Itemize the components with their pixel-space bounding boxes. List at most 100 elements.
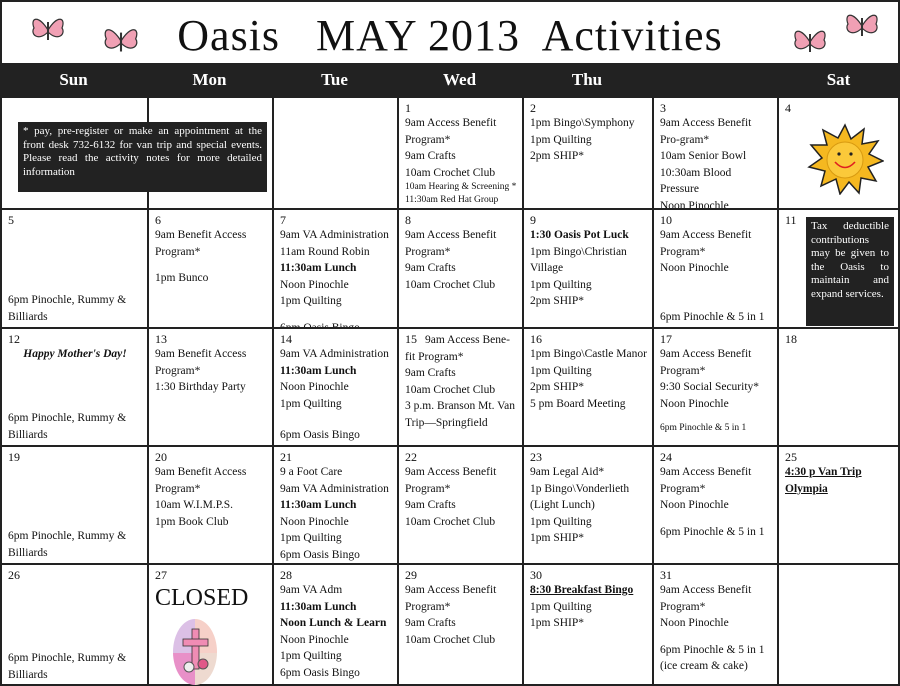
day-cell-wed: 22 9am Access Benefit Program* 9am Crafts 1… xyxy=(399,447,524,565)
day-cell-fri: 24 9am Access Benefit Program* Noon Pinoch… xyxy=(654,447,779,565)
weekday-mon: Mon xyxy=(192,70,227,89)
activity-item: 9am Access Benefit Program* xyxy=(405,466,497,495)
day-number: 22 xyxy=(405,450,417,464)
activity-item: 1pm Quilting xyxy=(280,532,342,544)
day-number: 3 xyxy=(660,101,666,115)
activity-item: 9am Access Benefit Program* xyxy=(660,229,752,258)
activity-item: 9am Crafts xyxy=(405,150,456,162)
activity-item: 3 p.m. Branson Mt. Van Trip—Springfield xyxy=(405,400,515,429)
day-cell-thu: 2 1pm Bingo\Symphony 1pm Quilting 2pm SHIP* xyxy=(524,98,654,210)
activity-item: 10am W.I.M.P.S. xyxy=(155,499,233,511)
activity-item: 1pm SHIP* xyxy=(530,532,584,544)
day-cell-sat xyxy=(779,565,900,685)
activity-item: 9am Access Benefit Program* xyxy=(660,348,752,377)
day-cell-sat: 25 4:30 p Van Trip Olympia xyxy=(779,447,900,565)
activity-item: 1pm Quilting xyxy=(530,133,592,146)
day-number: 2 xyxy=(530,101,536,115)
activity-item: 9am Benefit Access Program* xyxy=(155,348,247,377)
activity-item: 6pm Oasis Bingo xyxy=(280,666,360,679)
day-cell-wed: 8 9am Access Benefit Program* 9am Crafts 10… xyxy=(399,210,524,329)
day-cell-tue: 28 9am VA Adm 11:30am Lunch Noon Lunch & Le… xyxy=(274,565,399,685)
activity-item: 9am Access Benefit Program* xyxy=(405,229,497,258)
activity-item: Noon Lunch & Learn xyxy=(280,617,387,629)
butterfly-icon xyxy=(104,29,138,52)
activity-item: 9am Access Benefit Program* xyxy=(660,584,752,613)
day-number: 14 xyxy=(280,332,292,346)
activity-item: Noon Pinochle xyxy=(280,633,349,646)
activity-item: 5 pm Board Meeting xyxy=(530,397,626,410)
day-number: 25 xyxy=(785,450,797,464)
activity-item: 10am Crochet Club xyxy=(405,278,496,291)
butterfly-icon xyxy=(846,14,878,36)
day-cell-mon xyxy=(149,98,274,210)
activity-item: 11:30am Red Hat Group xyxy=(405,195,499,205)
day-cell-fri: 10 9am Access Benefit Program* Noon Pinoch… xyxy=(654,210,779,329)
day-number: 23 xyxy=(530,450,542,464)
activity-item: 9am VA Administration xyxy=(280,482,389,495)
activity-item: 11:30am Lunch xyxy=(280,364,357,377)
butterfly-icon xyxy=(794,30,826,52)
activity-item: 1pm Quilting xyxy=(280,295,342,307)
activity-item: 9am VA Administration xyxy=(280,229,389,241)
activity-item: 1pm SHIP* xyxy=(530,617,584,629)
weekday-fri xyxy=(652,63,777,96)
activity-item: 6pm Pinochle, Rummy & Billiards xyxy=(8,412,127,441)
page-title: Oasis MAY 2013 Activities xyxy=(177,11,723,60)
cross-flowers-icon xyxy=(173,619,217,685)
day-cell-thu: 30 8:30 Breakfast Bingo 1pm Quilting 1pm SH… xyxy=(524,565,654,685)
day-number: 9 xyxy=(530,213,536,227)
activity-item: 6pm Pinochle & 5 in 1 xyxy=(660,525,765,538)
activity-item: 9am Crafts xyxy=(405,262,456,274)
day-cell-fri: 31 9am Access Benefit Program* Noon Pinoch… xyxy=(654,565,779,685)
activity-item: 6pm Oasis Bingo xyxy=(280,428,360,441)
activity-item: 1pm Bingo\Castle Manor xyxy=(530,348,647,360)
registration-note: * pay, pre-register or make an appointme… xyxy=(18,122,267,192)
day-number: 4 xyxy=(785,101,791,115)
butterfly-icon xyxy=(32,18,64,40)
activity-item: 1pm Quilting xyxy=(530,600,592,613)
activity-item: 2pm SHIP* xyxy=(530,150,584,162)
day-cell-sun: 5 6pm Pinochle, Rummy & Billiards xyxy=(2,210,149,329)
day-number: 8 xyxy=(405,213,411,227)
activity-item: 1pm Bunco xyxy=(155,272,209,284)
day-number: 24 xyxy=(660,450,672,464)
activity-item: Noon Pinochle xyxy=(660,397,729,410)
day-cell-tue: 21 9 a Foot Care 9am VA Administration 11:3… xyxy=(274,447,399,565)
activity-item: Noon Pinochle xyxy=(280,381,349,393)
activity-item: Noon Pinochle xyxy=(280,278,349,291)
activity-item: 6pm Pinochle & 5 in 1 xyxy=(660,423,747,433)
day-cell-mon: 27 CLOSED xyxy=(149,565,274,685)
day-cell-tue: 14 9am VA Administration 11:30am Lunch Noon… xyxy=(274,329,399,447)
activity-item: 6pm Pinochle & 5 in 1 xyxy=(660,310,765,323)
activity-item: 9am Crafts xyxy=(405,617,456,629)
activity-item: Happy Mother's Day! xyxy=(23,348,127,360)
activity-item: 1pm Quilting xyxy=(530,278,592,291)
day-number: 12 xyxy=(8,332,20,346)
day-cell-sun: 19 6pm Pinochle, Rummy & Billiards xyxy=(2,447,149,565)
day-cell-sat: 18 xyxy=(779,329,900,447)
activity-item: 11:30am Lunch xyxy=(280,600,357,613)
activity-item: 9am Benefit Access Program* xyxy=(155,466,247,495)
activity-item: 1pm Book Club xyxy=(155,515,229,528)
activity-item: 9am Crafts xyxy=(405,499,456,511)
activity-item: 1pm Bingo\Symphony xyxy=(530,117,635,129)
activity-item: 10am Senior Bowl xyxy=(660,150,747,162)
activity-item: 9am Access Benefit Program* xyxy=(660,466,752,495)
activity-item: 9am Access Benefit Program* xyxy=(405,584,497,613)
activity-item: 1:30 Birthday Party xyxy=(155,381,246,393)
activity-item: 6pm Pinochle, Rummy & Billiards xyxy=(8,530,127,559)
weekday-header: Sun Mon Tue Wed Thu Sat xyxy=(0,63,900,96)
day-number: 5 xyxy=(8,213,14,227)
day-number: 13 xyxy=(155,332,167,346)
activity-item: 9 a Foot Care xyxy=(280,466,343,478)
activity-item: 11:30am Lunch xyxy=(280,262,357,274)
day-cell-thu: 9 1:30 Oasis Pot Luck 1pm Bingo\Christian … xyxy=(524,210,654,329)
activity-item: 1p Bingo\Vonderlieth (Light Lunch) xyxy=(530,482,630,512)
activity-item: 1pm Quilting xyxy=(530,515,592,528)
day-cell-wed: 15 9am Access Bene-fit Program* 9am Crafts… xyxy=(399,329,524,447)
day-cell-sat: 11 xyxy=(779,210,900,329)
activity-item: 11:30am Lunch xyxy=(280,499,357,511)
day-cell-tue: 7 9am VA Administration 11am Round Robin 11… xyxy=(274,210,399,329)
activity-item: 10am Hearing & Screening * xyxy=(405,182,517,192)
day-cell-thu: 16 1pm Bingo\Castle Manor 1pm Quilting 2pm … xyxy=(524,329,654,447)
